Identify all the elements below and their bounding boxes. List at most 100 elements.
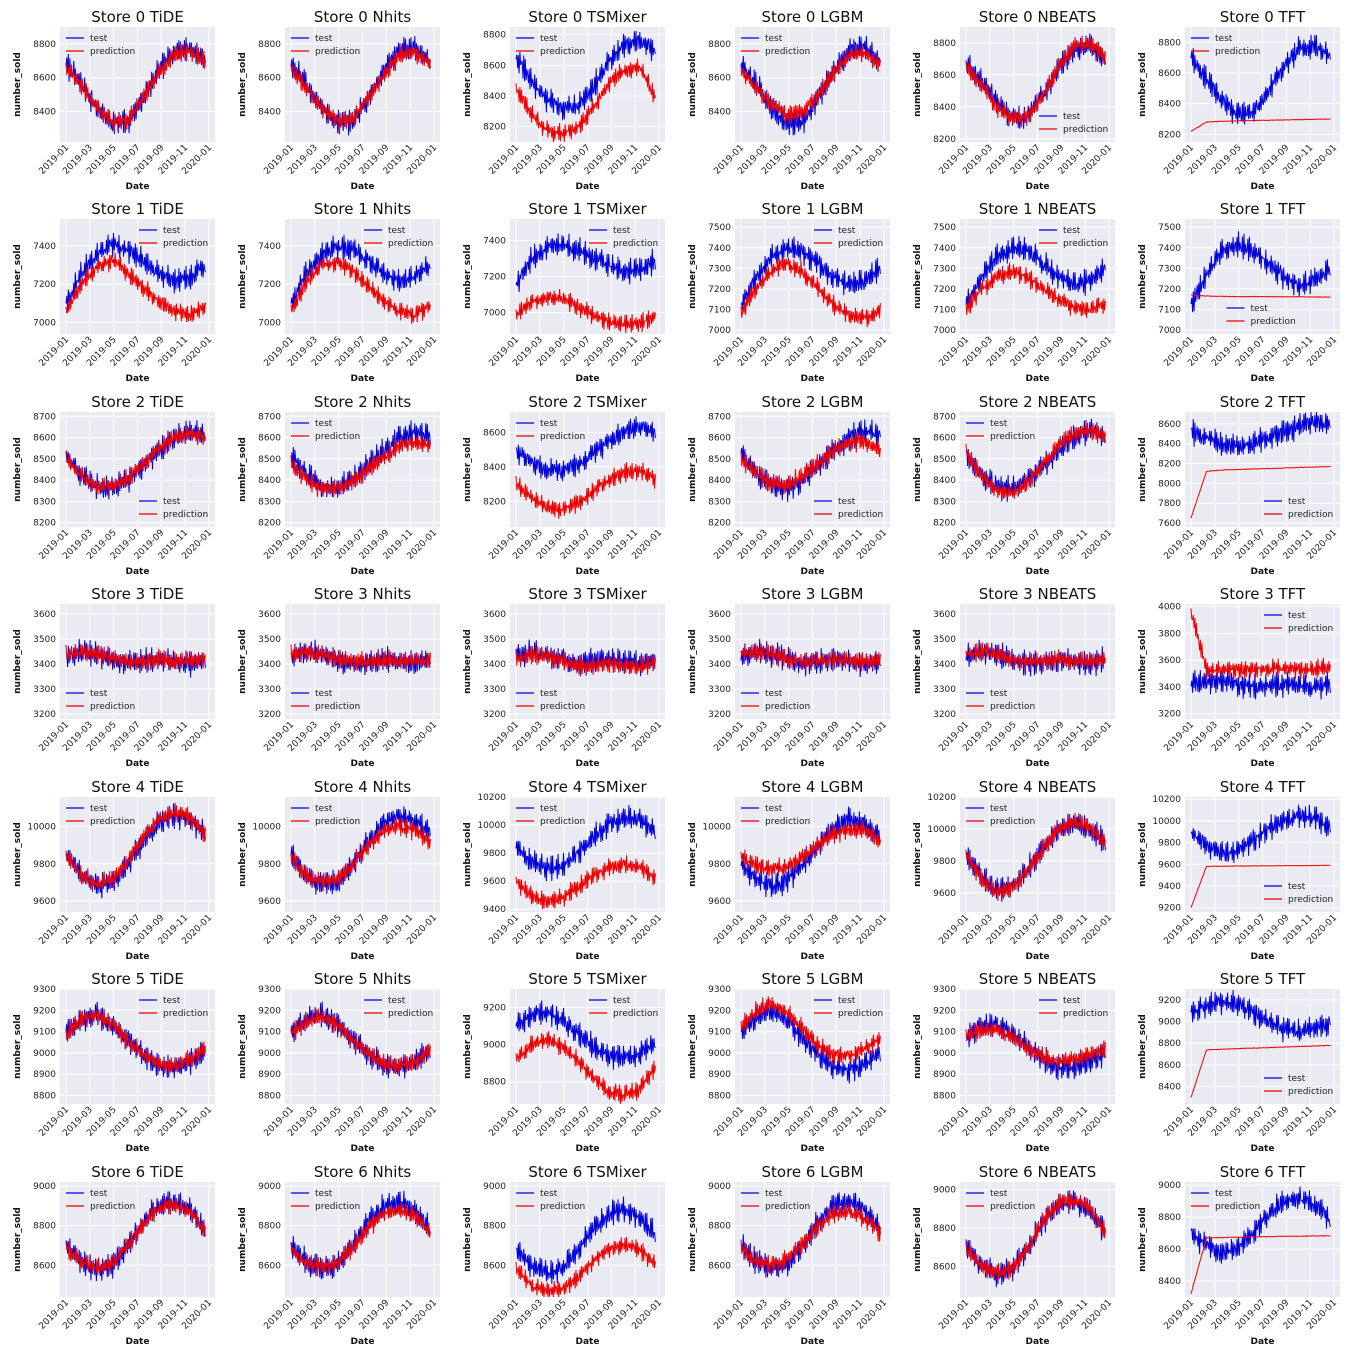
legend: test prediction bbox=[66, 689, 135, 712]
y-tick-label: 8500 bbox=[933, 455, 956, 465]
legend-label-prediction: prediction bbox=[163, 510, 208, 520]
y-tick-label: 8600 bbox=[1158, 420, 1181, 430]
chart-store-0-lgbm: 8400860088002019-012019-032019-052019-07… bbox=[688, 8, 890, 192]
legend-label-test: test bbox=[315, 419, 333, 429]
y-tick-label: 8800 bbox=[933, 1091, 956, 1101]
y-axis-label: number_sold bbox=[1138, 437, 1148, 502]
chart-title: Store 0 TiDE bbox=[91, 8, 184, 26]
chart-store-6-tide: 8600880090002019-012019-032019-052019-07… bbox=[13, 1163, 215, 1347]
legend-label-test: test bbox=[838, 226, 856, 236]
x-axis-label: Date bbox=[126, 1144, 150, 1154]
y-axis-label: number_sold bbox=[913, 1014, 923, 1079]
chart-store-0-tsmixer: 82008400860088002019-012019-032019-05201… bbox=[463, 8, 665, 192]
y-tick-label: 8800 bbox=[1158, 1039, 1181, 1049]
legend-label-prediction: prediction bbox=[765, 1202, 810, 1212]
chart-store-3-lgbm: 320033003400350036002019-012019-032019-0… bbox=[688, 585, 890, 769]
series-prediction-line bbox=[965, 812, 1106, 902]
y-axis-label: number_sold bbox=[13, 244, 23, 309]
legend: test prediction bbox=[1191, 1189, 1260, 1212]
series-prediction-line bbox=[290, 434, 431, 498]
y-tick-label: 8000 bbox=[1158, 479, 1181, 489]
series-prediction-line bbox=[740, 431, 881, 495]
y-tick-label: 7000 bbox=[933, 326, 956, 336]
chart-store-5-nbeats: 8800890090009100920093002019-012019-0320… bbox=[913, 970, 1115, 1154]
chart-title: Store 6 TiDE bbox=[91, 1163, 184, 1181]
y-tick-label: 9200 bbox=[708, 1006, 731, 1016]
y-tick-label: 3500 bbox=[933, 635, 956, 645]
y-tick-label: 8700 bbox=[708, 412, 731, 422]
y-axis-label: number_sold bbox=[13, 1207, 23, 1272]
chart-store-3-tide: 320033003400350036002019-012019-032019-0… bbox=[13, 585, 215, 769]
x-axis-label: Date bbox=[126, 567, 150, 577]
y-tick-label: 8400 bbox=[33, 108, 56, 118]
y-tick-label: 9300 bbox=[933, 985, 956, 995]
y-tick-label: 7200 bbox=[708, 285, 731, 295]
x-axis-label: Date bbox=[1026, 182, 1050, 192]
y-tick-label: 8500 bbox=[33, 455, 56, 465]
y-tick-label: 3500 bbox=[708, 635, 731, 645]
y-tick-label: 9600 bbox=[1158, 860, 1181, 870]
legend-label-test: test bbox=[90, 34, 108, 44]
y-tick-label: 8500 bbox=[708, 455, 731, 465]
legend-label-test: test bbox=[1288, 497, 1306, 507]
x-axis-label: Date bbox=[126, 952, 150, 962]
x-axis-label: Date bbox=[1251, 567, 1275, 577]
y-tick-label: 8900 bbox=[33, 1070, 56, 1080]
legend: test prediction bbox=[291, 34, 360, 57]
legend-label-prediction: prediction bbox=[90, 1202, 135, 1212]
y-tick-label: 7100 bbox=[708, 305, 731, 315]
y-tick-label: 8600 bbox=[933, 71, 956, 81]
chart-store-2-tsmixer: 8200840086002019-012019-032019-052019-07… bbox=[463, 393, 665, 577]
y-tick-label: 9000 bbox=[483, 1182, 506, 1192]
legend: test prediction bbox=[291, 689, 360, 712]
y-axis-label: number_sold bbox=[688, 52, 698, 117]
y-tick-label: 3600 bbox=[33, 610, 56, 620]
legend-label-test: test bbox=[315, 34, 333, 44]
y-tick-label: 7000 bbox=[483, 308, 506, 318]
legend-label-prediction: prediction bbox=[990, 817, 1035, 827]
y-tick-label: 9000 bbox=[33, 1049, 56, 1059]
y-tick-label: 8400 bbox=[1158, 1083, 1181, 1093]
chart-store-0-nhits: 8400860088002019-012019-032019-052019-07… bbox=[238, 8, 440, 192]
chart-store-3-tft: 320034003600380040002019-012019-032019-0… bbox=[1138, 585, 1340, 769]
series-test-line bbox=[515, 1196, 656, 1284]
legend: test prediction bbox=[364, 226, 433, 249]
series-prediction-line bbox=[65, 252, 206, 323]
y-tick-label: 8200 bbox=[258, 519, 281, 529]
series-prediction-line bbox=[290, 643, 431, 672]
legend: test prediction bbox=[364, 996, 433, 1019]
y-tick-label: 3400 bbox=[258, 660, 281, 670]
chart-title: Store 4 Nhits bbox=[314, 778, 412, 796]
legend: test prediction bbox=[516, 419, 585, 442]
series-prediction-line bbox=[65, 425, 206, 495]
chart-title: Store 2 LGBM bbox=[762, 393, 864, 411]
y-axis-label: number_sold bbox=[13, 822, 23, 887]
series-prediction-line bbox=[1190, 118, 1331, 132]
x-axis-label: Date bbox=[1251, 1337, 1275, 1347]
chart-title: Store 6 TSMixer bbox=[528, 1163, 647, 1181]
y-tick-label: 7400 bbox=[483, 237, 506, 247]
x-axis-label: Date bbox=[576, 1144, 600, 1154]
y-tick-label: 9100 bbox=[258, 1028, 281, 1038]
chart-store-1-nbeats: 7000710072007300740075002019-012019-0320… bbox=[913, 200, 1115, 384]
y-tick-label: 7300 bbox=[1158, 264, 1181, 274]
y-tick-label: 8400 bbox=[708, 108, 731, 118]
series-prediction-line bbox=[1190, 465, 1331, 519]
y-tick-label: 8600 bbox=[708, 434, 731, 444]
y-tick-label: 3400 bbox=[708, 660, 731, 670]
series-prediction-line bbox=[965, 1191, 1106, 1281]
series-prediction-line bbox=[290, 1202, 431, 1277]
y-tick-label: 3400 bbox=[1158, 683, 1181, 693]
chart-store-1-lgbm: 7000710072007300740075002019-012019-0320… bbox=[688, 200, 890, 384]
chart-store-3-tsmixer: 320033003400350036002019-012019-032019-0… bbox=[463, 585, 665, 769]
x-axis-label: Date bbox=[1251, 182, 1275, 192]
chart-store-6-tsmixer: 8600880090002019-012019-032019-052019-07… bbox=[463, 1163, 665, 1347]
x-axis-label: Date bbox=[1251, 759, 1275, 769]
legend: test prediction bbox=[1039, 226, 1108, 249]
chart-title: Store 0 NBEATS bbox=[979, 8, 1097, 26]
y-tick-label: 7200 bbox=[933, 285, 956, 295]
chart-store-0-tide: 8400860088002019-012019-032019-052019-07… bbox=[13, 8, 215, 192]
chart-store-1-tsmixer: 7000720074002019-012019-032019-052019-07… bbox=[463, 200, 665, 384]
legend-label-test: test bbox=[990, 804, 1008, 814]
